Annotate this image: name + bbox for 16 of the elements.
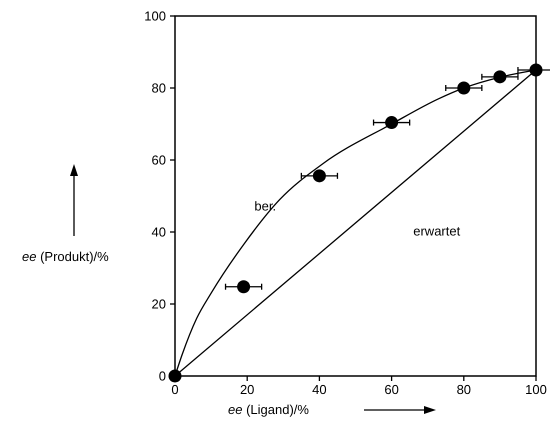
x-tick-label: 60 xyxy=(384,382,399,397)
y-tick-label: 80 xyxy=(152,80,166,96)
y-axis-title: ee (Produkt)/% xyxy=(22,249,110,264)
y-tick-label: 20 xyxy=(152,296,166,312)
x-tick-label: 20 xyxy=(240,382,254,397)
x-tick-label: 0 xyxy=(171,382,179,397)
x-tick-label: 80 xyxy=(456,382,472,397)
x-tick-label: 100 xyxy=(525,382,547,397)
x-axis-title: ee (Ligand)/% xyxy=(228,402,310,417)
y-tick-label: 40 xyxy=(152,224,166,240)
x-tick-label: 40 xyxy=(312,382,327,397)
y-tick-label: 60 xyxy=(152,152,166,168)
y-tick-label: 0 xyxy=(158,368,166,384)
text: erwartet xyxy=(413,224,461,239)
y-tick-label: 100 xyxy=(144,8,166,24)
series-label: ber. xyxy=(254,198,276,214)
